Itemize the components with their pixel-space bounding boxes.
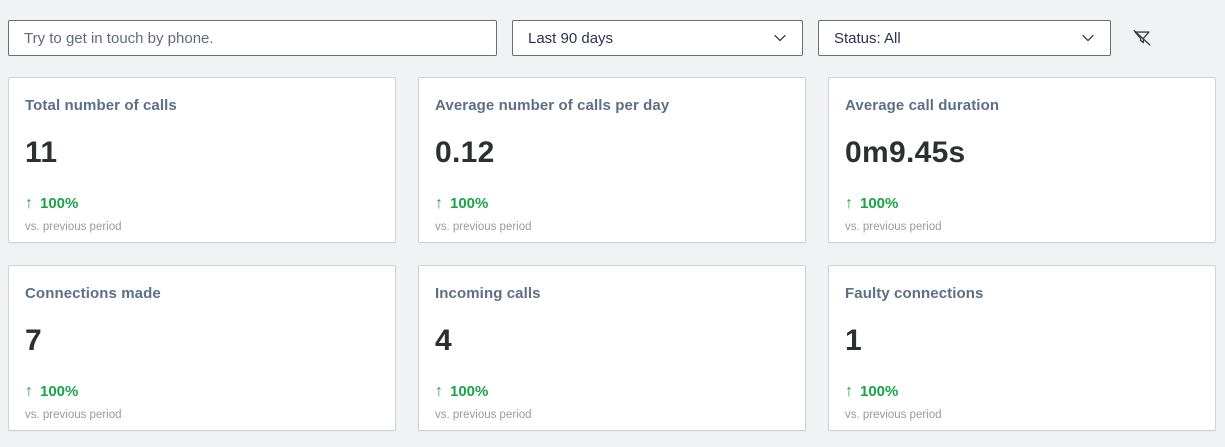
chevron-down-icon [774, 34, 786, 42]
trend-percent: 100% [860, 195, 899, 212]
card-title: Faulty connections [845, 285, 984, 302]
trend-up-arrow-icon: ↑ [435, 195, 443, 212]
card-title: Average number of calls per day [435, 97, 670, 114]
card-avg-call-duration: Average call duration 0m9.45s ↑ 100% vs.… [828, 77, 1216, 243]
trend-indicator: ↑ 100% [25, 383, 379, 401]
card-value: 1 [845, 324, 862, 357]
card-avg-calls-per-day: Average number of calls per day 0.12 ↑ 1… [418, 77, 806, 243]
card-connections-made: Connections made 7 ↑ 100% vs. previous p… [8, 265, 396, 431]
card-title: Connections made [25, 285, 161, 302]
trend-percent: 100% [450, 383, 489, 400]
card-value: 0m9.45s [845, 136, 966, 169]
trend-indicator: ↑ 100% [25, 195, 379, 213]
trend-up-arrow-icon: ↑ [25, 383, 33, 400]
card-value: 7 [25, 324, 42, 357]
status-select[interactable]: Status: All [818, 20, 1111, 56]
card-title: Average call duration [845, 97, 1000, 114]
date-range-value: Last 90 days [528, 29, 614, 47]
chevron-down-icon [1082, 34, 1094, 42]
card-value: 0.12 [435, 136, 495, 169]
comparison-label: vs. previous period [435, 409, 532, 421]
trend-up-arrow-icon: ↑ [25, 195, 33, 212]
search-input[interactable] [8, 20, 497, 56]
comparison-label: vs. previous period [845, 221, 942, 233]
card-value: 4 [435, 324, 452, 357]
clear-filters-button[interactable] [1128, 24, 1156, 52]
trend-percent: 100% [450, 195, 489, 212]
stats-grid: Total number of calls 11 ↑ 100% vs. prev… [8, 77, 1216, 431]
comparison-label: vs. previous period [435, 221, 532, 233]
trend-up-arrow-icon: ↑ [845, 383, 853, 400]
comparison-label: vs. previous period [25, 221, 122, 233]
trend-indicator: ↑ 100% [845, 383, 1199, 401]
status-value: Status: All [834, 29, 901, 47]
trend-up-arrow-icon: ↑ [845, 195, 853, 212]
trend-percent: 100% [40, 383, 79, 400]
card-title: Incoming calls [435, 285, 541, 302]
trend-percent: 100% [860, 383, 899, 400]
comparison-label: vs. previous period [25, 409, 122, 421]
trend-indicator: ↑ 100% [435, 195, 789, 213]
card-faulty-connections: Faulty connections 1 ↑ 100% vs. previous… [828, 265, 1216, 431]
card-value: 11 [25, 136, 58, 169]
date-range-select[interactable]: Last 90 days [512, 20, 803, 56]
filter-bar: Last 90 days Status: All [8, 20, 1216, 56]
trend-indicator: ↑ 100% [435, 383, 789, 401]
filter-off-icon [1133, 29, 1151, 46]
comparison-label: vs. previous period [845, 409, 942, 421]
card-incoming-calls: Incoming calls 4 ↑ 100% vs. previous per… [418, 265, 806, 431]
card-title: Total number of calls [25, 97, 177, 114]
trend-indicator: ↑ 100% [845, 195, 1199, 213]
trend-up-arrow-icon: ↑ [435, 383, 443, 400]
trend-percent: 100% [40, 195, 79, 212]
card-total-calls: Total number of calls 11 ↑ 100% vs. prev… [8, 77, 396, 243]
